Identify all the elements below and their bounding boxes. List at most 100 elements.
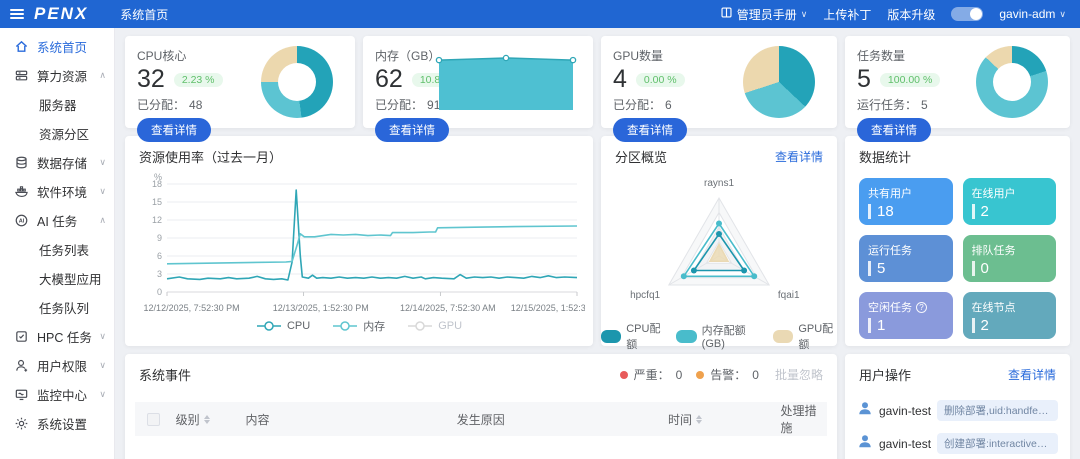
legend-item-memory[interactable]: 内存 <box>332 318 385 334</box>
severe-dot-icon <box>619 370 628 379</box>
tasks-donut-chart <box>976 46 1048 118</box>
sidebar-item-servers[interactable]: 服务器 <box>39 99 77 113</box>
sidebar-item-software-env[interactable]: 软件环境 ∨ <box>0 177 114 206</box>
sidebar-item-compute-resources[interactable]: 算力资源 ∧ <box>0 61 114 90</box>
legend-item-memory-quota[interactable]: 内存配额 (GB) <box>676 320 761 352</box>
sidebar-item-llm-apps[interactable]: 大模型应用 <box>39 273 102 287</box>
topbar-tab-home[interactable]: 系统首页 <box>120 7 169 22</box>
events-table-header: 级别 内容 发生原因 时间 处理措施 <box>135 402 827 436</box>
sidebar: 系统首页 算力资源 ∧ 服务器 资源分区 数据存储 ∨ 软件环境 ∨ AI AI… <box>0 28 115 459</box>
sidebar-item-task-queue[interactable]: 任务队列 <box>39 302 90 316</box>
panel-title: 系统事件 <box>139 368 192 383</box>
sidebar-item-data-storage[interactable]: 数据存储 ∨ <box>0 148 114 177</box>
warning-count: 0 <box>752 367 759 382</box>
tile-queued-tasks: 排队任务 0 <box>962 235 1056 282</box>
column-header-actions: 处理措施 <box>780 404 817 435</box>
stat-card-tasks: 任务数量 5 100.00 % 运行任务： 5 查看详情 <box>845 36 1070 142</box>
svg-text:12: 12 <box>152 215 162 225</box>
book-icon <box>720 6 733 22</box>
severe-count: 0 <box>675 367 683 382</box>
usage-badge: 0.00 % <box>635 72 685 87</box>
data-stats-panel: 数据统计 共有用户 18 在线用户 2 运行任务 5 排队任务 0 <box>845 136 1070 346</box>
operation-pill: 创建部署:interactive29754 <box>937 433 1058 454</box>
main-content: CPU核心 32 2.23 % 已分配： 48 查看详情 内存（GB） 62 10… <box>115 28 1080 459</box>
svg-text:0: 0 <box>157 287 162 297</box>
svg-text:3: 3 <box>157 269 162 279</box>
view-details-link[interactable]: 查看详情 <box>1007 368 1056 382</box>
legend-marker <box>408 321 433 331</box>
topbar: PENX 系统首页 管理员手册 ∨ 上传补丁 版本升级 gavin-adm ∨ <box>0 0 1080 28</box>
panel-title: 用户操作 <box>859 368 912 383</box>
version-upgrade-button[interactable]: 版本升级 <box>887 7 936 22</box>
sidebar-item-task-list[interactable]: 任务列表 <box>39 244 90 258</box>
svg-text:rayns1: rayns1 <box>704 178 734 189</box>
cpu-donut-chart <box>261 46 333 118</box>
upload-patch-button[interactable]: 上传补丁 <box>823 7 872 22</box>
sidebar-item-resource-partitions[interactable]: 资源分区 <box>39 128 90 142</box>
legend-marker <box>256 321 281 331</box>
svg-text:12/15/2025, 1:52:30 AM: 12/15/2025, 1:52:30 AM <box>511 303 585 313</box>
app-logo: PENX <box>34 4 89 23</box>
language-toggle[interactable] <box>951 7 984 21</box>
sidebar-item-ai-tasks[interactable]: AI AI 任务 ∧ <box>0 206 114 235</box>
view-details-button[interactable]: 查看详情 <box>857 118 931 142</box>
select-all-checkbox[interactable] <box>147 412 160 426</box>
batch-ignore-button[interactable]: 批量忽略 <box>774 368 823 382</box>
gpu-pie-chart <box>743 46 815 118</box>
stat-card-cpu: CPU核心 32 2.23 % 已分配： 48 查看详情 <box>125 36 355 142</box>
sidebar-item-home[interactable]: 系统首页 <box>0 32 114 61</box>
panel-title: 资源使用率（过去一月） <box>139 150 283 165</box>
database-icon <box>13 155 29 171</box>
memory-area-chart <box>431 46 581 118</box>
column-header-level[interactable]: 级别 <box>176 411 246 428</box>
legend-swatch <box>773 329 794 343</box>
view-details-button[interactable]: 查看详情 <box>613 118 687 142</box>
allocated-label: 已分配： <box>375 98 424 112</box>
chevron-down-icon: ∨ <box>99 331 106 341</box>
resource-usage-panel: 资源使用率（过去一月） 0 3 6 9 12 15 18% 12/12/2025, 7:52:… <box>125 136 593 346</box>
stat-card-memory: 内存（GB） 62 10.85 % 已分配：91 查看详情 <box>363 36 593 142</box>
sidebar-item-hpc-tasks[interactable]: HPC 任务 ∨ <box>0 322 114 351</box>
column-header-time[interactable]: 时间 <box>668 411 780 428</box>
legend-item-cpu-quota[interactable]: CPU配额 <box>601 320 664 352</box>
avatar <box>857 400 873 421</box>
view-details-button[interactable]: 查看详情 <box>137 118 211 142</box>
partition-overview-panel: 分区概览 查看详情 rayns1 fqai1 hpcfq1 CPU配额 内存配额 (… <box>601 136 837 351</box>
sort-icon <box>696 414 703 424</box>
admin-manual-menu[interactable]: 管理员手册 ∨ <box>720 6 807 23</box>
tile-online-users: 在线用户 2 <box>962 178 1056 225</box>
user-menu[interactable]: gavin-adm ∨ <box>999 7 1066 21</box>
tile-idle-tasks: 空闲任务 ? 1 <box>859 292 953 339</box>
monitor-icon <box>13 387 29 403</box>
chevron-up-icon: ∧ <box>99 215 106 225</box>
view-details-button[interactable]: 查看详情 <box>375 118 449 142</box>
svg-text:12/12/2025, 7:52:30 PM: 12/12/2025, 7:52:30 PM <box>144 303 240 313</box>
svg-text:6: 6 <box>157 251 162 261</box>
sidebar-item-system-settings[interactable]: 系统设置 <box>0 409 114 438</box>
panel-title: 分区概览 <box>615 150 668 165</box>
legend-item-cpu[interactable]: CPU <box>256 318 310 334</box>
hpc-icon <box>13 329 29 345</box>
legend-item-gpu-quota[interactable]: GPU配额 <box>773 320 837 352</box>
allocated-label: 已分配： <box>613 98 662 112</box>
legend-swatch <box>601 329 622 343</box>
warning-dot-icon <box>696 370 705 379</box>
help-icon[interactable]: ? <box>916 301 927 313</box>
svg-text:18: 18 <box>152 179 162 189</box>
stat-tiles: 共有用户 18 在线用户 2 运行任务 5 排队任务 0 空闲任务 <box>845 170 1070 339</box>
usage-badge: 100.00 % <box>879 72 941 87</box>
svg-text:12/13/2025, 1:52:30 PM: 12/13/2025, 1:52:30 PM <box>273 303 369 313</box>
menu-icon[interactable] <box>10 9 24 19</box>
legend-item-gpu[interactable]: GPU <box>407 318 462 334</box>
radar-legend: CPU配额 内存配额 (GB) GPU配额 <box>601 320 837 352</box>
stat-card-title: CPU核心 <box>137 49 187 63</box>
partition-radar-chart: rayns1 fqai1 hpcfq1 <box>630 178 800 301</box>
svg-text:%: % <box>154 172 162 182</box>
server-icon <box>13 68 29 84</box>
sidebar-item-monitor-center[interactable]: 监控中心 ∨ <box>0 380 114 409</box>
view-details-link[interactable]: 查看详情 <box>774 150 823 164</box>
sidebar-item-user-permissions[interactable]: 用户权限 ∨ <box>0 351 114 380</box>
svg-text:9: 9 <box>157 233 162 243</box>
tile-running-tasks: 运行任务 5 <box>859 235 953 282</box>
stat-card-value: 5 <box>857 65 871 93</box>
